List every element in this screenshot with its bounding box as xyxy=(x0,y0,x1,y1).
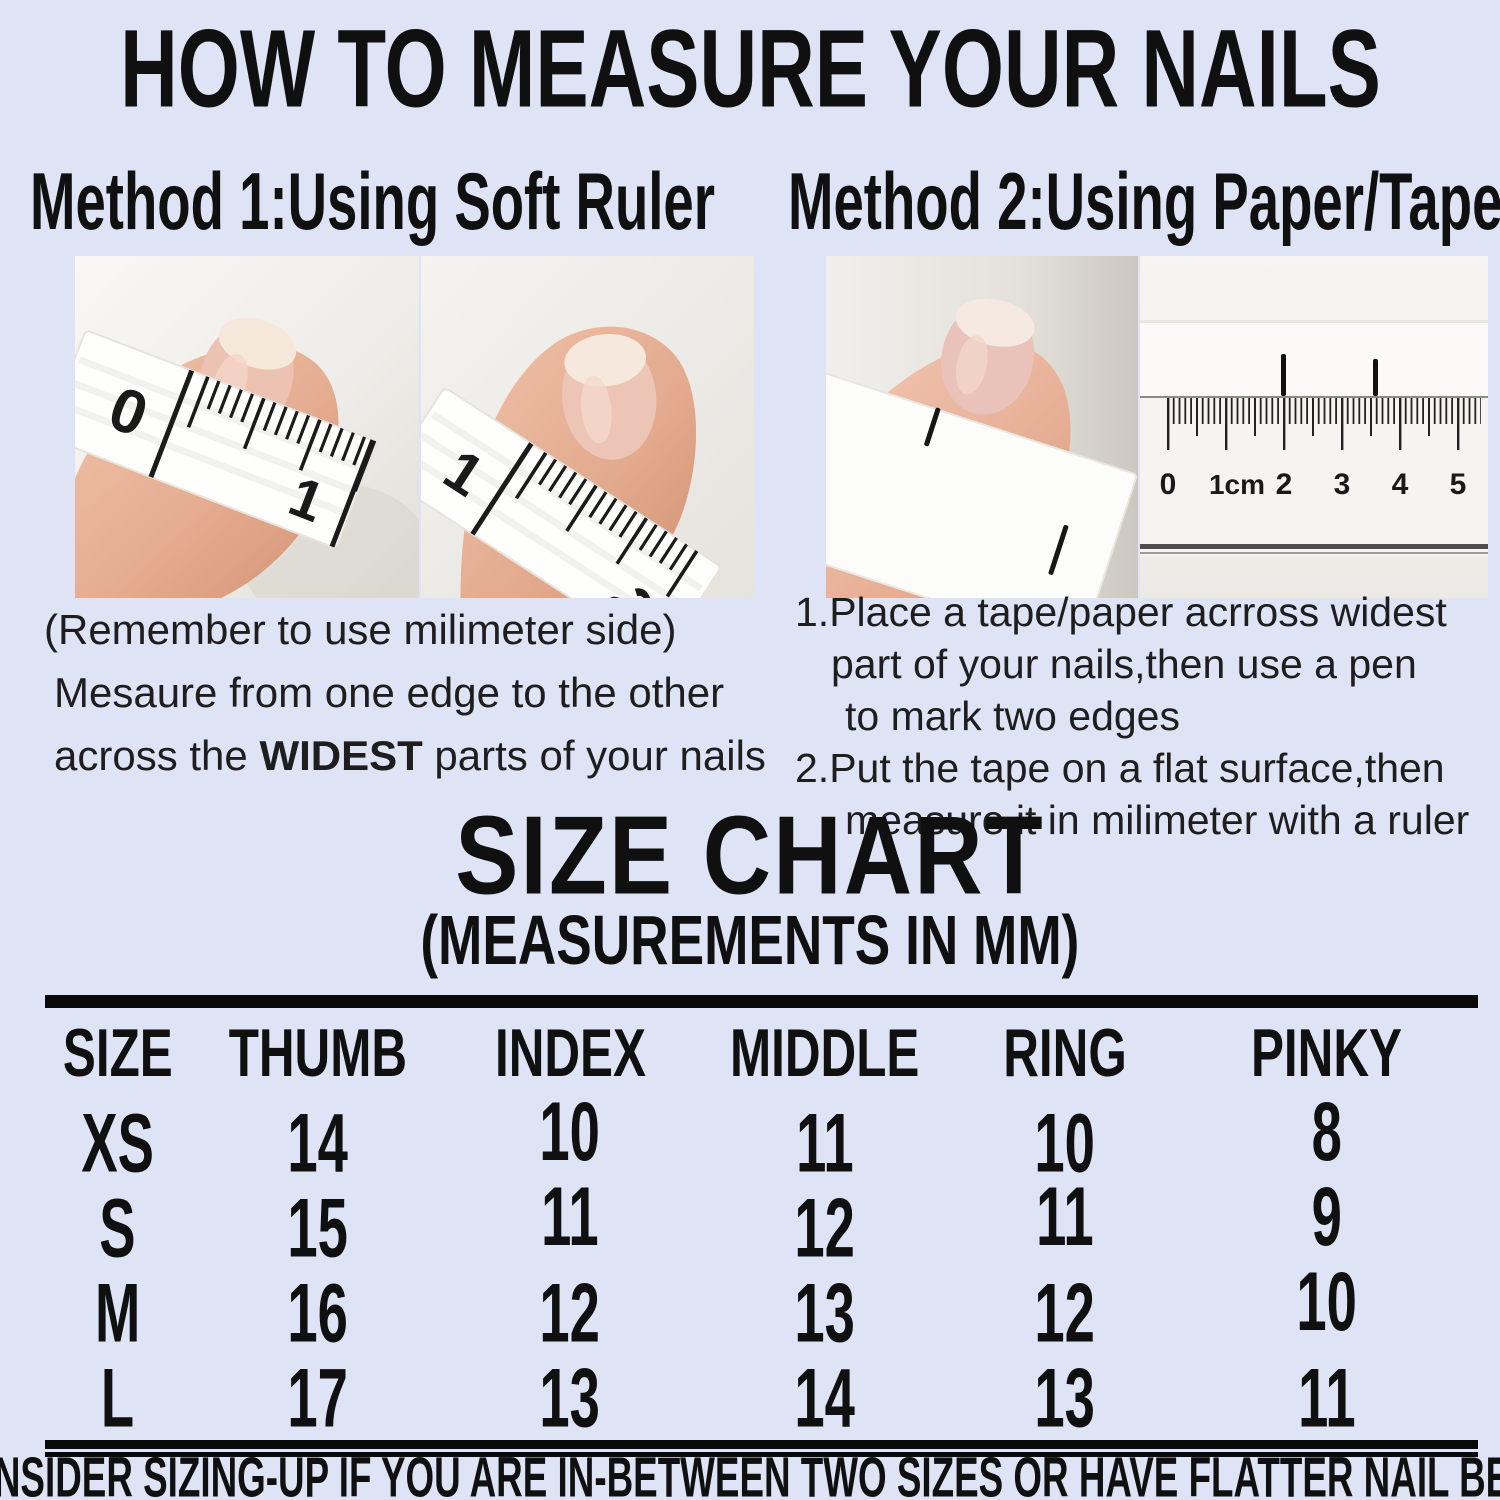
column-header-size: SIZE xyxy=(62,1016,173,1092)
photo-soft-ruler-thumb-1: 0 1 xyxy=(75,256,419,598)
column-header-ring: RING xyxy=(1003,1016,1127,1092)
page-title-text: HOW TO MEASURE YOUR NAILS xyxy=(119,5,1381,131)
thumb-value: 16 xyxy=(287,1265,348,1360)
pen-mark-2 xyxy=(1373,359,1378,396)
index-value: 10 xyxy=(539,1084,601,1178)
step2-line-1: 2.Put the tape on a flat surface,then xyxy=(795,745,1445,791)
measuring-tape-band: 1 2 xyxy=(421,388,721,598)
pinky-value: 8 xyxy=(1311,1084,1342,1178)
pinky-value: 10 xyxy=(1296,1254,1357,1348)
paper-band xyxy=(826,372,1138,598)
size-chart-title: SIZE CHART xyxy=(455,793,1045,919)
ruler-label-1cm: 1cm xyxy=(1209,469,1265,500)
table-row-l: L 17 13 14 13 11 xyxy=(45,1350,1478,1445)
photo-paper-wrapped-thumb xyxy=(826,256,1138,598)
step1-line-3: to mark two edges xyxy=(845,693,1180,739)
middle-value: 13 xyxy=(794,1265,856,1360)
table-bottom-rule xyxy=(45,1440,1478,1457)
soft-ruler-illustration-2: 1 2 xyxy=(421,256,754,598)
column-header-index: INDEX xyxy=(494,1016,646,1092)
method1-heading-text: Method 1:Using Soft Ruler xyxy=(30,157,716,248)
pen-mark-left xyxy=(924,407,941,447)
thumb-nail xyxy=(941,298,1035,415)
step2-line-2: measure it in milimeter with a ruler xyxy=(845,797,1470,843)
photo-ruler-measurement: 0 1cm 2 3 4 5 xyxy=(1140,256,1488,598)
pinky-value: 9 xyxy=(1311,1169,1342,1263)
column-header-thumb: THUMB xyxy=(228,1016,407,1092)
column-header-pinky: PINKY xyxy=(1251,1016,1402,1092)
table-top-rule xyxy=(45,995,1478,1008)
paper-tape-illustration xyxy=(826,256,1138,598)
ruler-label-3: 3 xyxy=(1334,468,1351,501)
method2-steps: 1.Place a tape/paper acrross widest part… xyxy=(795,586,1495,846)
index-value: 12 xyxy=(539,1265,601,1360)
index-value: 11 xyxy=(541,1169,599,1263)
index-value: 13 xyxy=(539,1350,601,1445)
thumb-value: 14 xyxy=(287,1095,348,1190)
ruler-illustration: 0 1cm 2 3 4 5 xyxy=(1140,256,1488,598)
sizing-footnote: CONSIDER SIZING-UP IF YOU ARE IN-BETWEEN… xyxy=(0,1445,1500,1500)
ruler: 0 1cm 2 3 4 5 xyxy=(1140,396,1488,556)
thumb-nail xyxy=(562,333,657,460)
method2-heading-text: Method 2:Using Paper/Tape xyxy=(788,157,1500,248)
method2-heading: Method 2:Using Paper/Tape xyxy=(788,158,1500,248)
table-row-s: S 15 11 12 11 9 xyxy=(45,1169,1478,1275)
ring-value: 11 xyxy=(1036,1169,1094,1263)
size-label: M xyxy=(94,1265,141,1360)
middle-value: 12 xyxy=(794,1180,856,1275)
size-label: S xyxy=(99,1180,136,1275)
size-chart-subtitle: (MEASUREMENTS IN MM) xyxy=(420,900,1080,979)
table-header-row: SIZE THUMB INDEX MIDDLE RING PINKY xyxy=(45,1008,1478,1100)
widest-emphasis: WIDEST xyxy=(259,732,423,779)
ruler-label-5: 5 xyxy=(1450,468,1467,501)
page-title: HOW TO MEASURE YOUR NAILS xyxy=(0,6,1500,130)
ruler-label-0: 0 xyxy=(1160,468,1177,501)
pen-mark-right xyxy=(1048,524,1069,575)
pinky-value: 11 xyxy=(1297,1350,1356,1445)
ring-value: 13 xyxy=(1034,1350,1096,1445)
ruler-label-2: 2 xyxy=(1276,468,1293,501)
size-label: XS xyxy=(81,1095,154,1190)
photo-soft-ruler-thumb-2: 1 2 xyxy=(421,256,754,598)
column-header-middle: MIDDLE xyxy=(730,1016,920,1092)
thumb-value: 15 xyxy=(287,1180,348,1275)
pen-mark-1 xyxy=(1281,354,1286,396)
soft-ruler-illustration-1: 0 1 xyxy=(75,256,419,598)
step1-line-1: 1.Place a tape/paper acrross widest xyxy=(795,589,1447,635)
measuring-tape-band: 0 1 xyxy=(75,330,377,548)
ring-value: 10 xyxy=(1034,1095,1096,1190)
step1-line-2: part of your nails,then use a pen xyxy=(831,641,1417,687)
note-line-1: (Remember to use milimeter side) xyxy=(44,606,677,653)
size-chart-table: SIZE THUMB INDEX MIDDLE RING PINKY XS 14… xyxy=(45,995,1478,1457)
ruler-label-4: 4 xyxy=(1392,468,1409,501)
tape-strip xyxy=(1140,322,1488,398)
size-label: L xyxy=(100,1350,135,1445)
note-line-2: Mesaure from one edge to the other xyxy=(54,669,725,716)
ring-value: 12 xyxy=(1034,1265,1096,1360)
table-row-m: M 16 12 13 12 10 xyxy=(45,1254,1478,1360)
method1-notes: (Remember to use milimeter side) Mesaure… xyxy=(44,598,766,787)
thumb-value: 17 xyxy=(287,1350,348,1445)
middle-value: 11 xyxy=(796,1095,854,1190)
note-line-3: across the WIDEST parts of your nails xyxy=(54,732,766,779)
method1-heading: Method 1:Using Soft Ruler xyxy=(30,158,808,248)
middle-value: 14 xyxy=(794,1350,856,1445)
table-row-xs: XS 14 10 11 10 8 xyxy=(45,1084,1478,1190)
